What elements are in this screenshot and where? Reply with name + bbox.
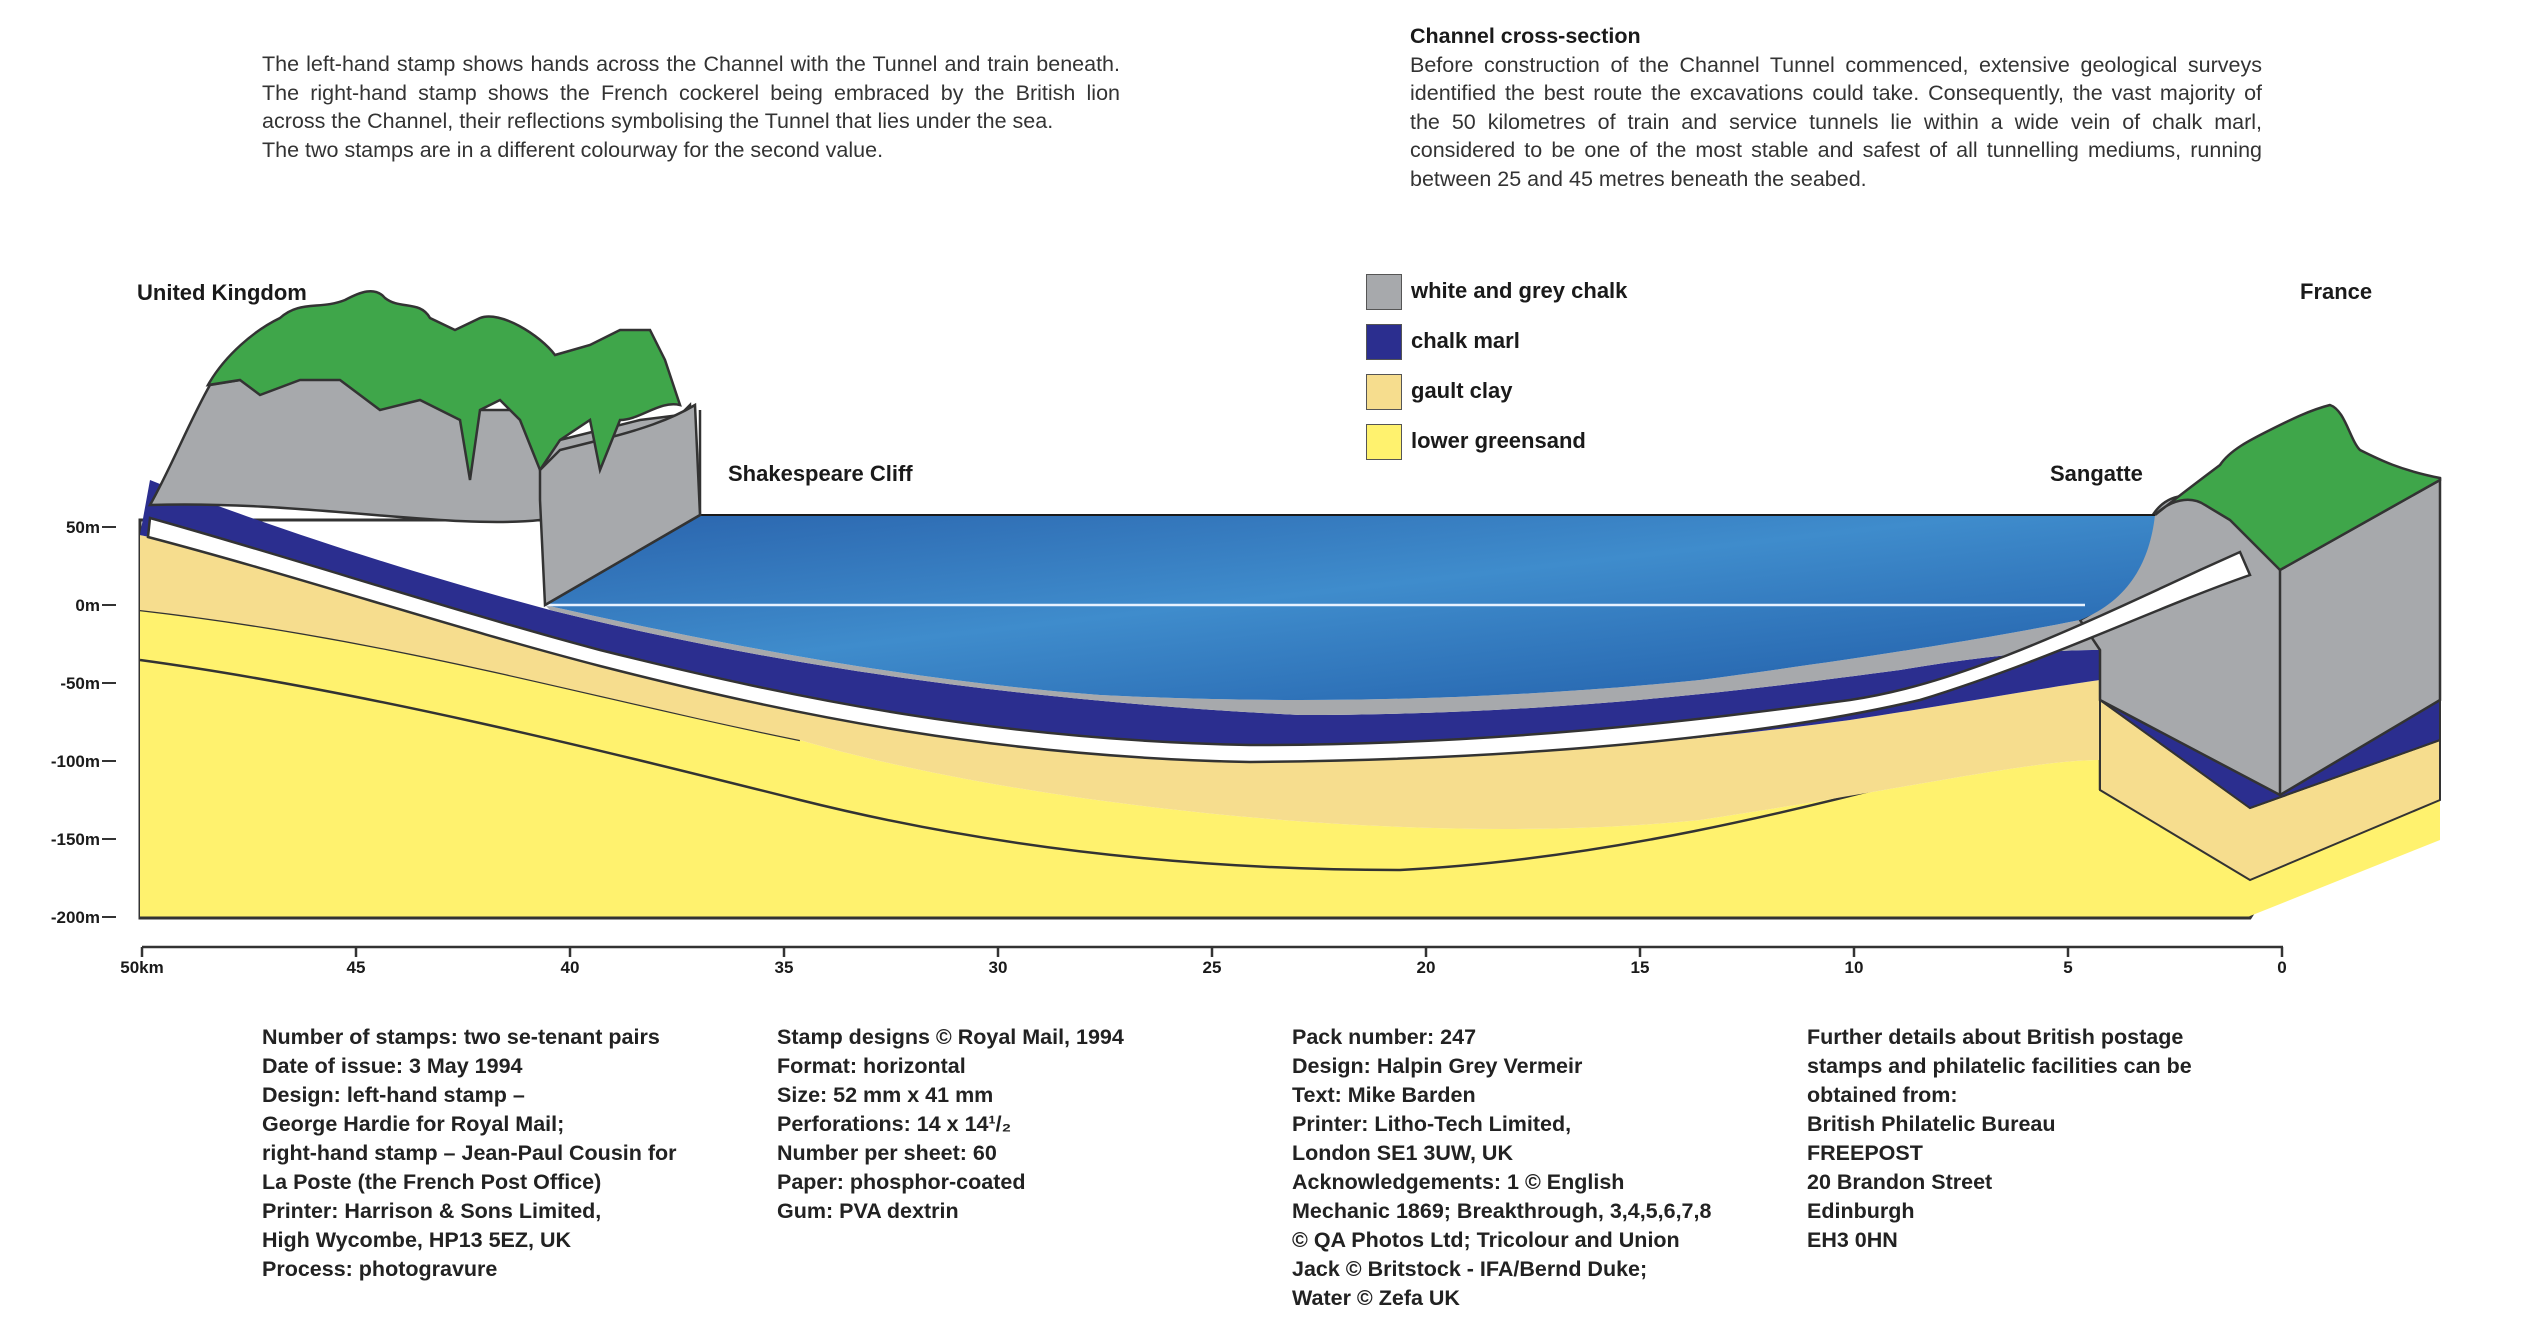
info-line: High Wycombe, HP13 5EZ, UK <box>262 1228 572 1252</box>
france-land-top <box>2154 403 2442 572</box>
sea-water <box>545 515 2155 700</box>
info-line: FREEPOST <box>1807 1141 1923 1165</box>
info-line: EH3 0HN <box>1807 1228 1898 1252</box>
depth-label-minus50m: -50m <box>60 674 100 693</box>
km-label-25: 25 <box>1203 958 1222 977</box>
info-line: right-hand stamp – Jean-Paul Cousin for <box>262 1141 677 1165</box>
km-label-30: 30 <box>989 958 1008 977</box>
depth-axis: 50m 0m -50m -100m -150m -200m <box>51 518 116 927</box>
info-column-stamps: Number of stamps: two se-tenant pairs Da… <box>262 1023 677 1284</box>
label-france: France <box>2300 279 2373 304</box>
intro-left-line-1: The left-hand stamp shows hands across t… <box>262 52 1120 133</box>
info-line: Size: 52 mm x 41 mm <box>777 1083 994 1107</box>
info-line: Acknowledgements: 1 © English <box>1292 1170 1625 1194</box>
chalk-marl-layer <box>140 480 2100 760</box>
depth-label-minus100m: -100m <box>51 752 100 771</box>
info-line: Text: Mike Barden <box>1292 1083 1476 1107</box>
info-line: Number of stamps: two se-tenant pairs <box>262 1025 660 1049</box>
info-line: Design: left-hand stamp – <box>262 1083 525 1107</box>
label-united-kingdom: United Kingdom <box>137 280 307 305</box>
km-label-15: 15 <box>1631 958 1650 977</box>
label-shakespeare-cliff: Shakespeare Cliff <box>728 461 913 486</box>
info-line: Process: photogravure <box>262 1257 498 1281</box>
info-line: British Philatelic Bureau <box>1807 1112 2056 1136</box>
legend-swatch-marl <box>1366 324 1402 360</box>
legend-label-chalk: white and grey chalk <box>1411 278 1628 303</box>
legend-swatch-chalk <box>1366 274 1402 310</box>
info-line: Stamp designs © Royal Mail, 1994 <box>777 1025 1124 1049</box>
tunnel <box>146 516 2252 764</box>
info-line: © QA Photos Ltd; Tricolour and Union <box>1292 1228 1680 1252</box>
info-column-bureau: Further details about British postage st… <box>1807 1023 2192 1255</box>
info-column-specs: Stamp designs © Royal Mail, 1994 Format:… <box>777 1023 1124 1226</box>
km-label-10: 10 <box>1845 958 1864 977</box>
legend-label-marl: chalk marl <box>1411 328 1520 353</box>
info-line: Number per sheet: 60 <box>777 1141 997 1165</box>
cross-section-diagram: 50m 0m -50m -100m -150m -200m 50km 45 40… <box>51 290 2442 977</box>
depth-label-minus150m: -150m <box>51 830 100 849</box>
legend-label-greensand: lower greensand <box>1411 428 1586 453</box>
info-line: Printer: Harrison & Sons Limited, <box>262 1199 602 1223</box>
depth-label-minus200m: -200m <box>51 908 100 927</box>
info-line: London SE1 3UW, UK <box>1292 1141 1513 1165</box>
intro-right-paragraph: Channel cross-section Before constructio… <box>1410 22 2262 193</box>
info-line: La Poste (the French Post Office) <box>262 1170 602 1194</box>
cross-section-body: Before construction of the Channel Tunne… <box>1410 52 2262 191</box>
km-label-45: 45 <box>347 958 366 977</box>
km-label-20: 20 <box>1417 958 1436 977</box>
info-line: Format: horizontal <box>777 1054 966 1078</box>
label-sangatte: Sangatte <box>2050 461 2143 486</box>
legend-label-gault: gault clay <box>1411 378 1513 403</box>
info-line: Pack number: 247 <box>1292 1025 1477 1049</box>
info-line: Further details about British postage <box>1807 1025 2184 1049</box>
legend-swatch-greensand <box>1366 424 1402 460</box>
info-line: Paper: phosphor-coated <box>777 1170 1026 1194</box>
info-line: George Hardie for Royal Mail; <box>262 1112 565 1136</box>
info-line: Date of issue: 3 May 1994 <box>262 1054 523 1078</box>
km-label-0: 0 <box>2277 958 2286 977</box>
info-line: Jack © Britstock - IFA/Bernd Duke; <box>1292 1257 1648 1281</box>
km-label-50: 50km <box>120 958 163 977</box>
info-line: Gum: PVA dextrin <box>777 1199 959 1223</box>
seabed-chalk <box>545 605 2100 715</box>
intro-left-line-2: The two stamps are in a different colour… <box>262 137 884 162</box>
depth-label-0m: 0m <box>75 596 100 615</box>
info-line: stamps and philatelic facilities can be <box>1807 1054 2192 1078</box>
info-line: Printer: Litho-Tech Limited, <box>1292 1112 1572 1136</box>
gault-clay-layer <box>140 535 2100 829</box>
km-label-5: 5 <box>2063 958 2072 977</box>
legend-swatch-gault <box>1366 374 1402 410</box>
km-label-35: 35 <box>775 958 794 977</box>
depth-label-50m: 50m <box>66 518 100 537</box>
km-label-40: 40 <box>561 958 580 977</box>
info-column-pack: Pack number: 247 Design: Halpin Grey Ver… <box>1292 1023 1711 1313</box>
intro-left-paragraph: The left-hand stamp shows hands across t… <box>262 50 1120 164</box>
uk-land-top <box>205 290 682 481</box>
info-line: Edinburgh <box>1807 1199 1915 1223</box>
info-line: obtained from: <box>1807 1083 1958 1107</box>
cross-section-heading: Channel cross-section <box>1410 24 1641 48</box>
distance-axis: 50km 45 40 35 30 25 20 15 10 5 0 <box>120 945 2287 977</box>
info-line: Mechanic 1869; Breakthrough, 3,4,5,6,7,8 <box>1292 1199 1712 1223</box>
info-line: Design: Halpin Grey Vermeir <box>1292 1054 1583 1078</box>
info-line: Perforations: 14 x 14¹/₂ <box>777 1112 1012 1136</box>
lower-greensand-layer <box>140 610 2440 918</box>
info-line: Water © Zefa UK <box>1292 1286 1460 1310</box>
info-line: 20 Brandon Street <box>1807 1170 1993 1194</box>
